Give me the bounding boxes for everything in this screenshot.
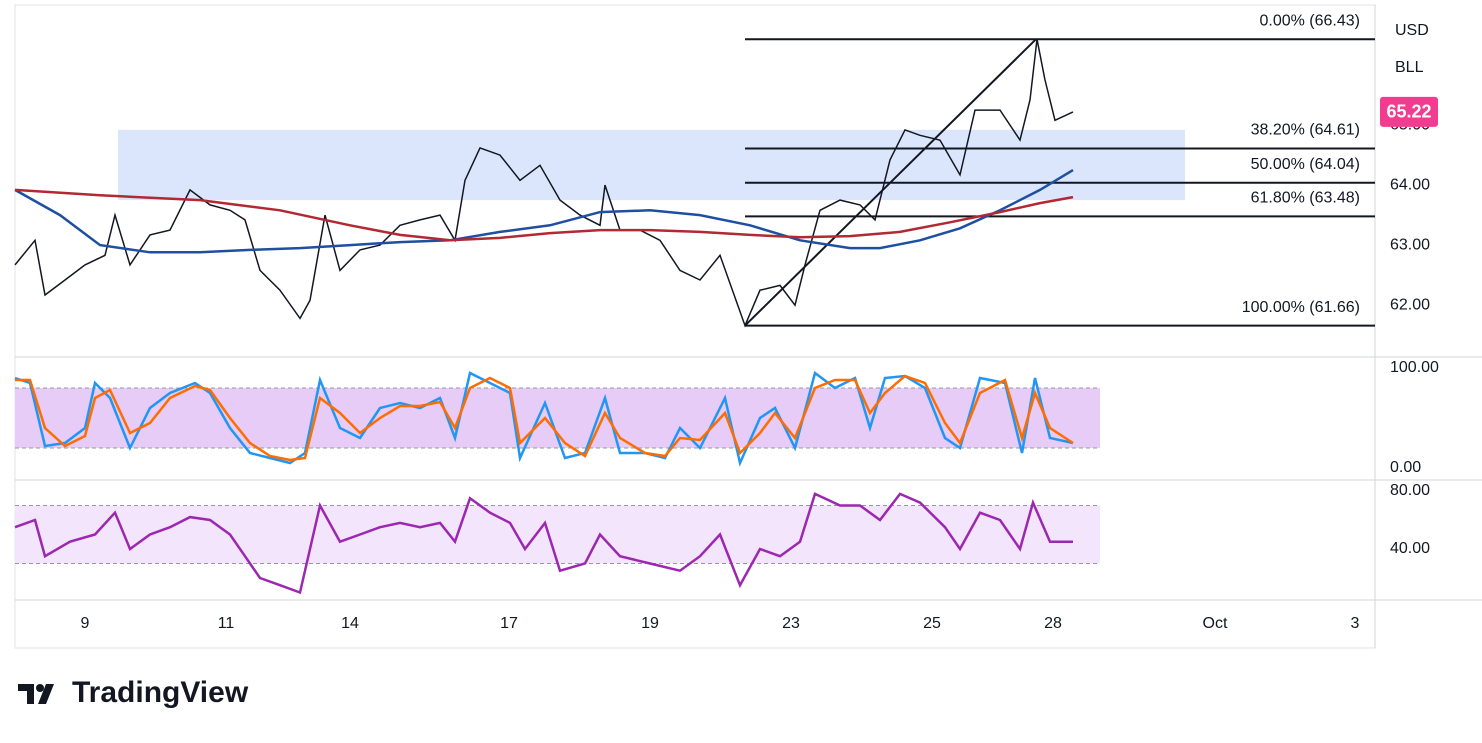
- x-tick-label: 11: [218, 615, 235, 632]
- currency: USD: [1395, 22, 1429, 39]
- last-price-label: 65.22: [1386, 102, 1431, 122]
- x-tick-label: 17: [500, 615, 518, 632]
- fib-label: 38.20% (64.61): [1251, 122, 1360, 139]
- unit: BLL: [1395, 59, 1424, 76]
- x-tick-label: 3: [1351, 615, 1360, 632]
- series-line: [14, 188, 1074, 242]
- zone: [118, 129, 1185, 201]
- x-tick-label: 28: [1044, 615, 1062, 632]
- x-tick-label: Oct: [1203, 615, 1228, 632]
- y-tick-label: 62.00: [1390, 296, 1430, 313]
- logo-icon: [18, 684, 54, 704]
- y-tick-label: 80.00: [1390, 482, 1430, 499]
- fib-label: 0.00% (66.43): [1259, 12, 1360, 29]
- x-tick-label: 9: [81, 615, 90, 632]
- x-tick-label: 19: [641, 615, 659, 632]
- fib-trend: [744, 38, 1037, 327]
- y-tick-label: 64.00: [1390, 176, 1430, 193]
- x-tick-label: 14: [341, 615, 359, 632]
- logo-dot: [36, 684, 44, 692]
- last-price-badge: [1380, 96, 1438, 127]
- x-tick-label: 23: [782, 615, 800, 632]
- y-tick-label: 63.00: [1390, 236, 1430, 253]
- series-line: [14, 169, 1074, 254]
- fib-label: 100.00% (61.66): [1242, 299, 1360, 316]
- y-tick-label: 40.00: [1390, 540, 1430, 557]
- brand: TradingView: [72, 676, 249, 709]
- series-line: [15, 374, 1074, 462]
- x-tick-label: 25: [923, 615, 941, 632]
- series-line: [14, 39, 1074, 328]
- fib-label: 61.80% (63.48): [1251, 190, 1360, 207]
- fib-label: 50.00% (64.04): [1251, 156, 1360, 173]
- y-tick-label: 0.00: [1390, 459, 1421, 476]
- logo: [18, 684, 54, 704]
- band: [15, 505, 1100, 564]
- y-tick-label: 100.00: [1390, 359, 1439, 376]
- series-line: [14, 492, 1073, 595]
